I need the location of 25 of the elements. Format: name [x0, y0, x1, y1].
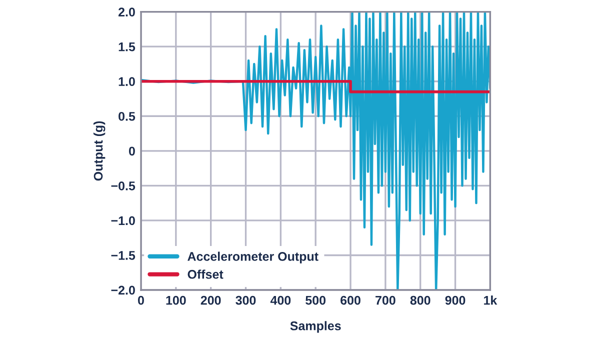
x-tick-label: 500 [306, 296, 326, 305]
y-axis-title: Output (g) [94, 121, 106, 181]
x-tick-label: 800 [410, 296, 430, 305]
x-tick-label: 300 [236, 296, 256, 305]
x-tick-label: 400 [270, 296, 291, 305]
y-tick-label: −2.0 [111, 286, 135, 295]
y-tick-label: −0.5 [111, 181, 136, 190]
x-tick-label: 600 [340, 296, 360, 305]
x-tick-label: 700 [376, 296, 396, 305]
y-tick-label: 0.5 [118, 112, 136, 121]
y-tick-label: 2.0 [118, 8, 135, 16]
y-tick-label: 0 [128, 146, 135, 156]
x-tick-label: 900 [445, 296, 466, 305]
x-tick-label: 200 [200, 296, 221, 305]
line-series [141, 12, 490, 290]
x-tick-label: 100 [166, 296, 186, 305]
y-tick-label: 1.5 [118, 42, 136, 52]
x-axis-title: Samples [290, 321, 341, 333]
y-tick-label: −1.5 [111, 251, 136, 260]
x-tick-label: 1k [484, 296, 498, 305]
y-tick-label: 1.0 [118, 77, 135, 86]
x-tick-label: 0 [138, 296, 144, 305]
legend-label: Offset [188, 270, 224, 279]
y-tick-label: −1.0 [111, 216, 135, 226]
legend-label: Accelerometer Output [188, 252, 318, 264]
